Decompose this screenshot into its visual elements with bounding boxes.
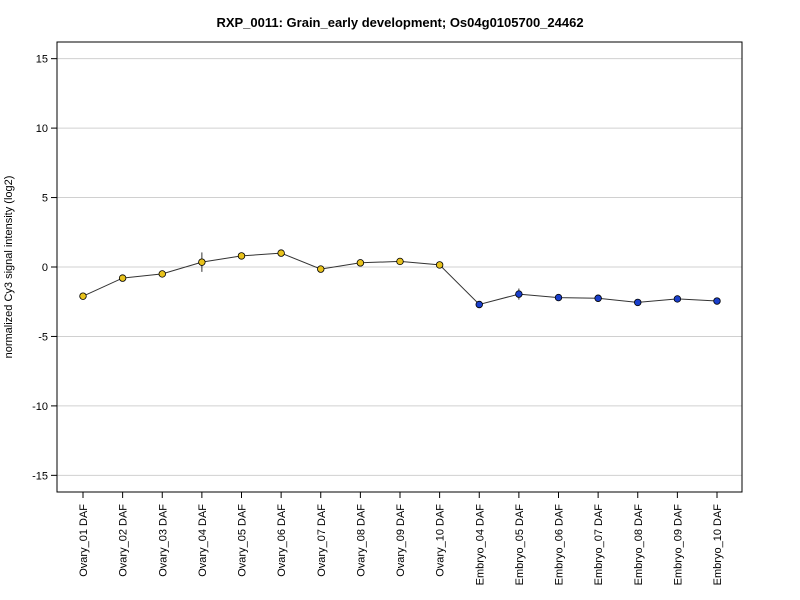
x-tick-label: Ovary_06 DAF bbox=[276, 504, 288, 577]
x-tick-label: Ovary_05 DAF bbox=[237, 504, 249, 577]
x-tick-label: Ovary_04 DAF bbox=[197, 504, 209, 577]
data-point bbox=[198, 258, 206, 266]
data-point bbox=[118, 274, 127, 282]
data-point bbox=[158, 270, 166, 278]
y-tick-label: 0 bbox=[42, 262, 48, 274]
y-tick-label: 15 bbox=[36, 54, 48, 66]
data-point bbox=[515, 290, 523, 298]
data-point bbox=[634, 298, 642, 307]
y-axis: 15 10 5 0 -5 -10 -15 bbox=[32, 54, 57, 482]
x-tick-label: Embryo_07 DAF bbox=[593, 504, 605, 586]
y-axis-title: normalized Cy3 signal intensity (log2) bbox=[3, 176, 15, 359]
x-tick-label: Ovary_07 DAF bbox=[316, 504, 328, 577]
data-point bbox=[475, 300, 483, 309]
x-tick-label: Embryo_08 DAF bbox=[633, 504, 645, 586]
y-tick-label: -5 bbox=[38, 331, 48, 343]
data-point bbox=[317, 265, 325, 273]
y-tick-label: -15 bbox=[32, 470, 48, 482]
data-point bbox=[396, 257, 404, 266]
plot-frame bbox=[56, 41, 743, 493]
data-point bbox=[673, 295, 682, 303]
data-point bbox=[435, 261, 444, 269]
data-point bbox=[356, 259, 365, 267]
data-point bbox=[594, 294, 602, 302]
x-axis: Ovary_01 DAF Ovary_02 DAF Ovary_03 DAF Ovar… bbox=[78, 492, 724, 585]
x-tick-label: Ovary_08 DAF bbox=[355, 504, 367, 577]
x-tick-label: Ovary_09 DAF bbox=[395, 504, 407, 577]
x-tick-label: Ovary_02 DAF bbox=[118, 504, 130, 577]
x-tick-label: Embryo_05 DAF bbox=[514, 504, 526, 586]
y-tick-label: 10 bbox=[36, 123, 48, 135]
x-tick-label: Embryo_04 DAF bbox=[474, 504, 486, 586]
data-point bbox=[277, 249, 285, 257]
data-point bbox=[237, 252, 246, 260]
y-tick-label: -10 bbox=[32, 401, 48, 413]
data-point bbox=[713, 297, 721, 305]
x-tick-label: Ovary_10 DAF bbox=[435, 504, 447, 577]
x-tick-label: Embryo_06 DAF bbox=[554, 504, 566, 586]
x-tick-label: Embryo_10 DAF bbox=[712, 504, 724, 586]
x-tick-label: Ovary_01 DAF bbox=[78, 504, 90, 577]
x-tick-label: Ovary_03 DAF bbox=[157, 504, 169, 577]
x-tick-label: Embryo_09 DAF bbox=[672, 504, 684, 586]
y-tick-label: 5 bbox=[42, 193, 48, 205]
data-point bbox=[79, 292, 87, 300]
gridlines bbox=[57, 58, 742, 476]
data-point bbox=[554, 293, 563, 302]
chart-title: RXP_0011: Grain_early development; Os04g… bbox=[216, 15, 583, 30]
series-group bbox=[79, 249, 721, 309]
